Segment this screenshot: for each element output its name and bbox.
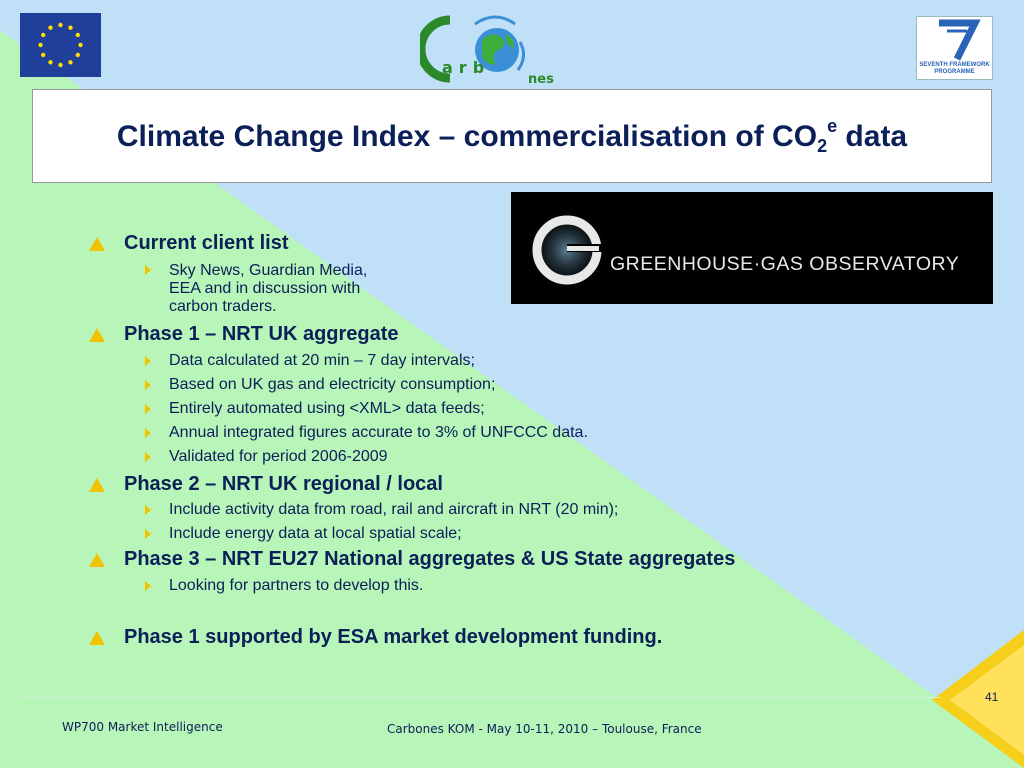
arrow-bullet-icon: [145, 428, 151, 438]
section-heading: Phase 1 supported by ESA market developm…: [124, 626, 663, 648]
list-item: Include energy data at local spatial sca…: [169, 525, 462, 542]
arrow-bullet-icon: [145, 529, 151, 539]
eu-flag-icon: [20, 13, 101, 77]
ggo-banner: [511, 192, 993, 304]
list-item: Sky News, Guardian Media,: [169, 262, 368, 279]
fp7-line2: PROGRAMME: [934, 69, 975, 75]
triangle-bullet-icon: [89, 328, 105, 342]
list-item: EEA and in discussion with: [169, 280, 361, 297]
list-item: Validated for period 2006-2009: [169, 448, 388, 465]
list-item: Data calculated at 20 min – 7 day interv…: [169, 352, 475, 369]
footer-divider: [20, 697, 940, 698]
arrow-bullet-icon: [145, 380, 151, 390]
title-tail: data: [837, 119, 908, 153]
title-main: Climate Change Index – commercialisation…: [116, 119, 818, 153]
triangle-bullet-icon: [89, 478, 105, 492]
fp7-line1: SEVENTH FRAMEWORK: [919, 62, 990, 68]
ggo-banner-text: GREENHOUSE·GAS OBSERVATORY: [610, 253, 960, 275]
list-item: carbon traders.: [169, 298, 277, 315]
list-item: Annual integrated figures accurate to 3%…: [169, 424, 588, 441]
arrow-bullet-icon: [145, 581, 151, 591]
list-item: Based on UK gas and electricity consumpt…: [169, 376, 496, 393]
section-heading: Phase 2 – NRT UK regional / local: [124, 473, 443, 495]
list-item: Include activity data from road, rail an…: [169, 501, 619, 518]
carbones-logo: arb nes: [416, 12, 570, 90]
list-item: Entirely automated using <XML> data feed…: [169, 400, 485, 417]
triangle-bullet-icon: [89, 553, 105, 567]
arrow-bullet-icon: [145, 265, 151, 275]
title-box: Climate Change Index – commercialisation…: [32, 89, 992, 183]
list-item: Looking for partners to develop this.: [169, 577, 424, 594]
footer-center: Carbones KOM - May 10-11, 2010 – Toulous…: [387, 722, 702, 736]
section-heading: Current client list: [124, 232, 289, 254]
page-number: 41: [985, 690, 999, 704]
fp7-seven-icon: [939, 19, 981, 61]
triangle-bullet-icon: [89, 631, 105, 645]
arrow-bullet-icon: [145, 356, 151, 366]
arrow-bullet-icon: [145, 404, 151, 414]
arrow-bullet-icon: [145, 452, 151, 462]
carbones-logo-suffix: nes: [528, 72, 554, 87]
carbones-logo-text: arb: [442, 58, 491, 77]
section-heading: Phase 1 – NRT UK aggregate: [124, 323, 399, 345]
title-subscript: 2: [817, 135, 828, 156]
title-superscript: e: [827, 115, 838, 136]
arrow-bullet-icon: [145, 505, 151, 515]
section-heading: Phase 3 – NRT EU27 National aggregates &…: [124, 548, 736, 570]
ggo-logo-icon: [525, 208, 609, 292]
footer-left: WP700 Market Intelligence: [62, 720, 223, 734]
slide-title: Climate Change Index – commercialisation…: [117, 116, 907, 157]
triangle-bullet-icon: [89, 237, 105, 251]
fp7-logo: SEVENTH FRAMEWORK PROGRAMME: [916, 16, 993, 80]
